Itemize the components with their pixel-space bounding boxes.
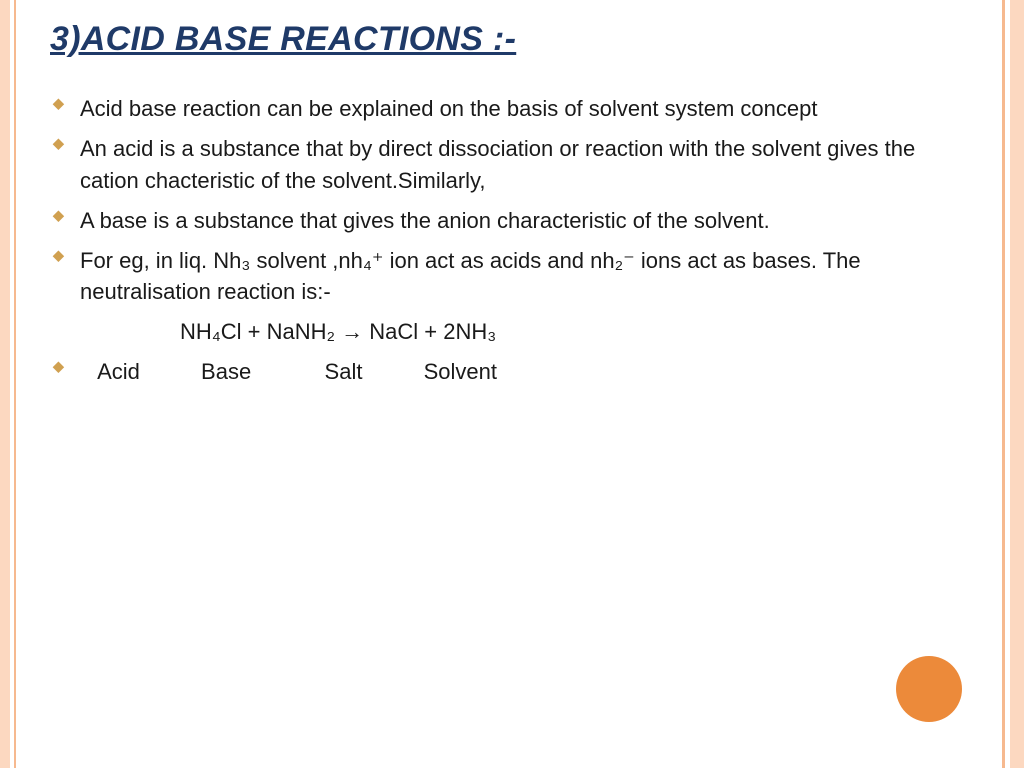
bullet-item: An acid is a substance that by direct di…: [50, 133, 964, 197]
bullet-item: Acid base reaction can be explained on t…: [50, 93, 964, 125]
label-list: Acid Base Salt Solvent: [50, 356, 964, 388]
equation-labels: Acid Base Salt Solvent: [50, 356, 964, 388]
bullet-list: Acid base reaction can be explained on t…: [50, 93, 964, 308]
accent-circle-icon: [896, 656, 962, 722]
bullet-item: For eg, in liq. Nh₃ solvent ,nh₄⁺ ion ac…: [50, 245, 964, 309]
left-border-stripes: [0, 0, 20, 768]
slide-title: 3)ACID BASE REACTIONS :-: [50, 20, 964, 59]
chemical-equation: NH₄Cl + NaNH₂ → NaCl + 2NH₃: [50, 316, 964, 348]
bullet-item: A base is a substance that gives the ani…: [50, 205, 964, 237]
right-border-stripes: [996, 0, 1024, 768]
slide-content: 3)ACID BASE REACTIONS :- Acid base react…: [50, 20, 964, 396]
